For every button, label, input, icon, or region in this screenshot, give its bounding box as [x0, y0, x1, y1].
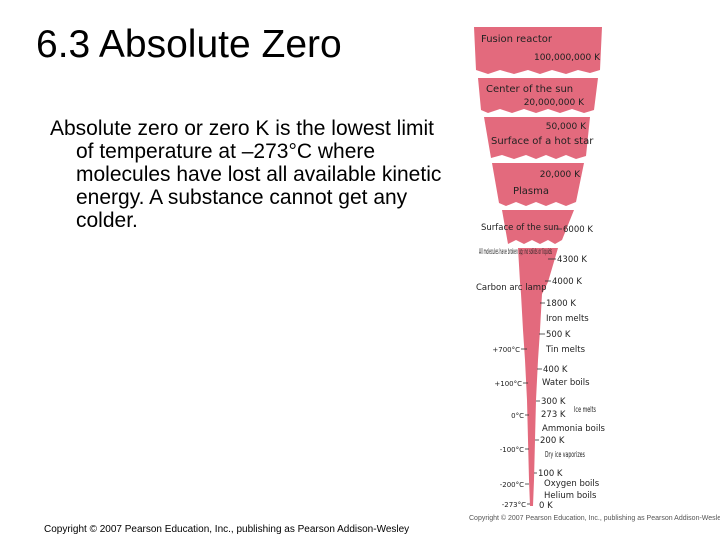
- label-ammonia-boils: Ammonia boils: [542, 424, 606, 434]
- value-sun-surface: 6000 K: [563, 225, 593, 235]
- value-300k: 300 K: [541, 397, 566, 407]
- label-helium-boils: Helium boils: [544, 491, 597, 501]
- value-500k: 500 K: [546, 330, 571, 340]
- celsius-minus-273: -273°C: [502, 501, 526, 509]
- value-273k: 273 K: [541, 410, 566, 420]
- slide-title: 6.3 Absolute Zero: [36, 23, 342, 66]
- label-carbon-arc: Carbon arc lamp: [476, 283, 546, 293]
- label-hot-star: Surface of a hot star: [491, 136, 594, 147]
- value-hot-star: 50,000 K: [546, 122, 587, 132]
- label-ice-melts: Ice melts: [574, 405, 596, 414]
- label-fusion-reactor: Fusion reactor: [481, 34, 553, 45]
- funnel-shaft: [518, 248, 558, 506]
- celsius-minus-100: -100°C: [500, 446, 524, 454]
- label-sun-center: Center of the sun: [486, 84, 573, 95]
- label-iron-melts: Iron melts: [546, 314, 589, 324]
- funnel-band-hot-star: [484, 117, 590, 159]
- funnel-band-sun-surface: [502, 210, 574, 244]
- slide-body-text: Absolute zero or zero K is the lowest li…: [50, 117, 442, 232]
- funnel-band-sun-center: [478, 78, 598, 113]
- label-dry-ice: Dry ice vaporizes: [545, 450, 585, 459]
- value-100k: 100 K: [538, 469, 563, 479]
- temperature-funnel: [474, 27, 602, 506]
- celsius-100: +100°C: [494, 380, 522, 388]
- value-200k: 200 K: [540, 436, 565, 446]
- label-molecules-broken: All molecules have broken up; no solids …: [479, 247, 552, 256]
- funnel-band-fusion: [474, 27, 602, 74]
- value-sun-center: 20,000,000 K: [524, 98, 585, 108]
- value-carbon-arc: 4000 K: [552, 277, 582, 287]
- label-sun-surface: Surface of the sun: [481, 223, 559, 233]
- figure-copyright: Copyright © 2007 Pearson Education, Inc.…: [469, 515, 720, 522]
- funnel-band-plasma: [492, 163, 584, 206]
- label-plasma: Plasma: [513, 186, 549, 197]
- value-plasma: 20,000 K: [540, 170, 581, 180]
- celsius-minus-200: -200°C: [500, 481, 524, 489]
- value-molecules-broken: 4300 K: [557, 255, 587, 265]
- value-400k: 400 K: [543, 365, 568, 375]
- segment-labels: Fusion reactor 100,000,000 K Center of t…: [481, 34, 601, 197]
- value-fusion-reactor: 100,000,000 K: [534, 53, 601, 63]
- label-tin-melts: Tin melts: [545, 345, 586, 355]
- celsius-700: +700°C: [492, 346, 520, 354]
- label-water-boils: Water boils: [542, 378, 590, 388]
- label-oxygen-boils: Oxygen boils: [544, 479, 600, 489]
- scale-labels: Surface of the sun 6000 K All molecules …: [476, 223, 606, 511]
- celsius-0: 0°C: [511, 412, 524, 420]
- value-0k: 0 K: [539, 501, 553, 511]
- value-1800k: 1800 K: [546, 299, 576, 309]
- scale-tick-marks: [521, 228, 562, 505]
- slide-copyright: Copyright © 2007 Pearson Education, Inc.…: [44, 524, 410, 535]
